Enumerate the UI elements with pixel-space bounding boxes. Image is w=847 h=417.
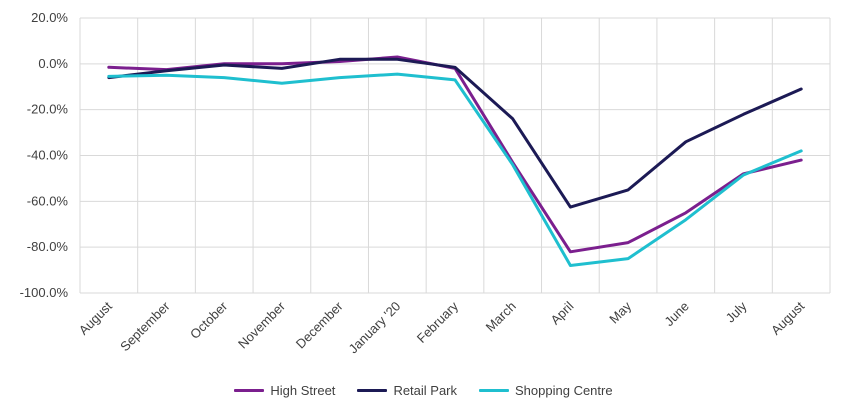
x-tick-label: October xyxy=(187,298,231,342)
x-tick-label: August xyxy=(768,298,807,337)
legend-label: Retail Park xyxy=(393,383,458,398)
chart-legend: High Street Retail Park Shopping Centre xyxy=(0,383,847,398)
y-tick-label: -60.0% xyxy=(27,193,69,208)
legend-item: High Street xyxy=(234,383,335,398)
x-tick-label: July xyxy=(723,298,750,325)
x-tick-label: September xyxy=(117,298,173,354)
legend-item: Retail Park xyxy=(357,383,457,398)
x-tick-label: November xyxy=(235,298,288,351)
legend-swatch xyxy=(357,389,388,392)
legend-swatch xyxy=(234,389,265,392)
y-tick-label: -20.0% xyxy=(27,102,69,117)
series-line xyxy=(107,55,803,254)
legend-label: Shopping Centre xyxy=(515,383,613,398)
y-tick-label: -40.0% xyxy=(27,148,69,163)
series-line xyxy=(107,72,803,267)
y-tick-label: -100.0% xyxy=(20,285,69,300)
x-tick-label: January '20 xyxy=(346,299,404,357)
y-tick-label: 0.0% xyxy=(38,56,68,71)
x-tick-label: August xyxy=(76,298,115,337)
y-tick-label: 20.0% xyxy=(31,10,68,25)
legend-swatch xyxy=(479,389,510,392)
legend-item: Shopping Centre xyxy=(479,383,613,398)
series-line xyxy=(107,57,803,209)
x-tick-label: May xyxy=(606,298,634,326)
y-tick-label: -80.0% xyxy=(27,239,69,254)
x-tick-label: December xyxy=(293,298,346,351)
x-tick-label: March xyxy=(483,299,519,335)
x-tick-label: April xyxy=(548,298,577,327)
x-tick-label: June xyxy=(661,299,692,330)
x-tick-label: February xyxy=(414,298,462,346)
legend-label: High Street xyxy=(270,383,336,398)
